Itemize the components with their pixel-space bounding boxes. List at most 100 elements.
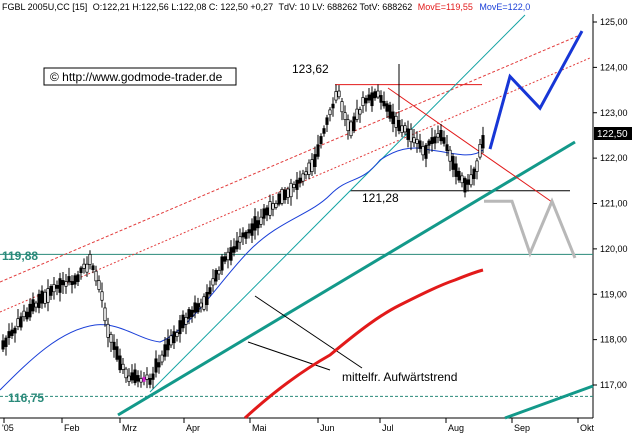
candle [190, 306, 194, 323]
candle [400, 119, 404, 138]
candle [358, 106, 362, 123]
candle [361, 91, 365, 114]
candle-body [172, 331, 176, 344]
candle [373, 88, 377, 101]
candle-body [364, 97, 368, 104]
candle-body [385, 103, 389, 112]
candle [289, 178, 293, 206]
candle [19, 312, 23, 331]
candle-body [268, 201, 272, 216]
candle-body [148, 378, 152, 385]
candle-body [76, 274, 80, 282]
candle [70, 275, 74, 294]
candle [238, 228, 242, 250]
candle-body [169, 335, 173, 346]
candle-body [424, 144, 428, 159]
candle-body [373, 91, 377, 99]
candle-body [259, 216, 263, 225]
candle-body [304, 171, 308, 176]
candle [268, 194, 272, 220]
x-tick-label: Jun [320, 423, 335, 433]
candle [250, 218, 254, 244]
blue-forecast-path [488, 30, 584, 150]
candle-body [481, 135, 485, 149]
candle-body [49, 285, 53, 296]
candle-body [121, 363, 125, 370]
candle [235, 232, 239, 252]
candle-body [94, 270, 98, 282]
candle [244, 230, 248, 245]
candle-body [34, 302, 38, 308]
candle-body [52, 284, 56, 293]
candle-body [445, 144, 449, 151]
candle-body [289, 182, 293, 198]
candle [55, 280, 59, 296]
y-tick-label: 125,00 [600, 17, 628, 27]
candle-body [316, 144, 320, 157]
candle [223, 252, 227, 265]
candle [160, 350, 164, 366]
candle-body [265, 207, 269, 216]
candle-body [466, 179, 470, 185]
candle [193, 295, 197, 319]
candle [409, 123, 413, 151]
candle-body [142, 376, 146, 382]
candle [220, 254, 224, 275]
candle-body [85, 263, 89, 273]
candle-body [391, 111, 395, 125]
candle [301, 169, 305, 186]
candle-body [109, 333, 113, 343]
y-tick-label: 118,00 [600, 335, 627, 345]
candle [316, 134, 320, 160]
candle-body [91, 265, 95, 271]
candle [46, 279, 50, 312]
y-axis-ticks: 125,00 124,00 123,00 122,00 121,00 120,00 119,… [593, 17, 628, 390]
candle [253, 208, 257, 240]
y-tick-label: 121,00 [600, 199, 628, 209]
candle [145, 367, 149, 389]
candle [280, 187, 284, 206]
candle [79, 265, 83, 280]
candle-body [454, 163, 458, 177]
candle [232, 238, 236, 257]
candle-body [253, 216, 257, 231]
candle [148, 373, 152, 389]
candle [226, 247, 230, 269]
candle [457, 167, 461, 183]
candle-body [223, 256, 227, 262]
candle-body [388, 104, 392, 119]
red-moving-average [243, 268, 484, 420]
header-stats: TdV: 10 LV: 688262 TotV: 688262 [278, 2, 412, 12]
y-tick-label: 120,00 [600, 244, 628, 254]
candle-body [418, 140, 422, 149]
candle [142, 372, 146, 386]
candle-body [16, 318, 20, 327]
candle-body [343, 112, 347, 120]
candle [379, 90, 383, 110]
candle [442, 130, 446, 147]
candle [217, 266, 221, 280]
candle [295, 171, 299, 200]
candle [403, 122, 407, 136]
candle [292, 181, 296, 193]
candle-body [193, 302, 197, 313]
candle-body [328, 109, 332, 116]
candle-body [379, 95, 383, 103]
candle [127, 368, 131, 387]
candle [319, 133, 323, 149]
candle-body [232, 246, 236, 253]
candle [25, 307, 29, 322]
candle [16, 309, 20, 331]
x-tick-label: Mai [252, 423, 267, 433]
candle-body [472, 168, 476, 179]
candle [463, 176, 467, 198]
candle [163, 337, 167, 361]
candle-body [427, 140, 431, 146]
x-tick-label: '05 [2, 423, 14, 433]
candle [394, 112, 398, 137]
candle-body [439, 129, 443, 142]
candle [454, 156, 458, 185]
copyright-text: © http://www.godmode-trader.de [50, 70, 223, 84]
candle [427, 138, 431, 154]
candle-body [226, 251, 230, 261]
